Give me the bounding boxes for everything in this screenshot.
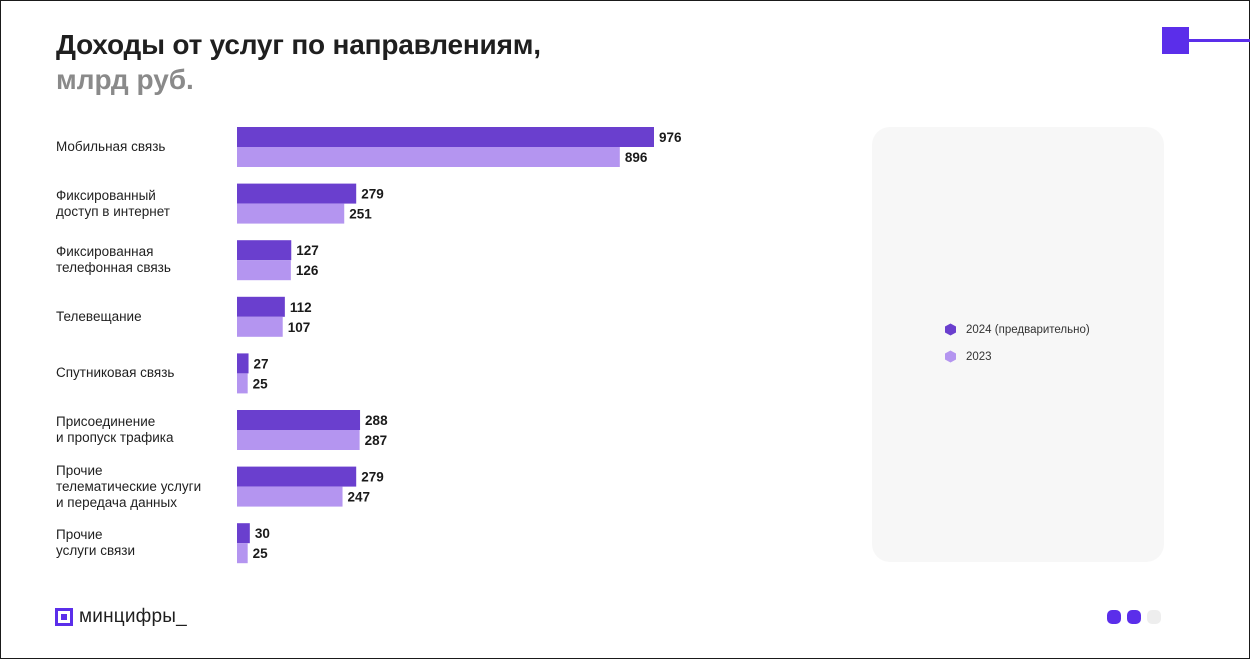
bar-2024	[237, 127, 654, 147]
category-label: Прочие телематические услуги и передача …	[56, 462, 202, 510]
bar-2024	[237, 466, 357, 487]
data-label-2024: 976	[659, 130, 682, 145]
category-label: Фиксированный доступ в интернет	[56, 187, 170, 219]
bar-2023	[237, 147, 620, 167]
category-label: Фиксированная телефонная связь	[56, 244, 171, 276]
chart-subtitle: млрд руб.	[56, 64, 194, 95]
category-labels: Мобильная связь Фиксированный доступ в ин…	[56, 0, 236, 659]
hexagon-icon	[945, 350, 956, 363]
bar-chart: 976 896 279 251 127 126 112 107 27 25 288 287 279 247…	[237, 127, 682, 564]
bar-2023	[237, 203, 345, 224]
mintsifry-logo: минцифры_	[55, 606, 187, 628]
legend-panel: 2024 (предварительно) 2023	[872, 127, 1164, 562]
data-label-2024: 279	[361, 187, 384, 202]
bar-2023	[237, 316, 283, 337]
data-label-2024: 288	[365, 413, 388, 428]
legend-label-2024: 2024 (предварительно)	[966, 323, 1090, 336]
data-label-2023: 25	[253, 376, 269, 391]
logo-text: минцифры_	[79, 606, 187, 627]
data-label-2024: 30	[255, 526, 270, 541]
data-label-2023: 126	[296, 263, 319, 278]
category-label: Мобильная связь	[56, 139, 166, 154]
legend-item-2023: 2023	[944, 350, 992, 363]
category-label: Спутниковая связь	[56, 365, 175, 381]
title-block: Доходы от услуг по направлениям, млрд ру…	[56, 28, 541, 97]
legend-label-2023: 2023	[966, 350, 992, 363]
bar-2024	[237, 353, 249, 374]
bar-2024	[237, 240, 292, 261]
pager-dot[interactable]	[1147, 610, 1161, 624]
data-label-2024: 279	[361, 470, 384, 485]
data-label-2023: 896	[625, 150, 648, 165]
bar-2023	[237, 260, 291, 281]
bar-2024	[237, 296, 285, 317]
pager-dot[interactable]	[1127, 610, 1141, 624]
accent-line-decoration	[1189, 39, 1250, 42]
bar-2023	[237, 543, 248, 564]
data-label-2023: 247	[348, 490, 371, 505]
data-label-2024: 112	[290, 300, 312, 315]
data-label-2023: 25	[253, 546, 269, 561]
data-label-2024: 27	[254, 356, 269, 371]
bar-2023	[237, 486, 343, 507]
accent-square-decoration	[1162, 27, 1189, 54]
mintsifry-logo-icon	[55, 608, 73, 626]
legend-item-2024: 2024 (предварительно)	[944, 323, 1090, 336]
bar-2024	[237, 410, 361, 430]
pager-dot[interactable]	[1107, 610, 1121, 624]
bar-2023	[237, 430, 360, 450]
hexagon-icon	[945, 323, 956, 336]
category-label: Присоединение и пропуск трафика	[56, 414, 174, 445]
data-label-2023: 287	[365, 433, 388, 448]
data-label-2024: 127	[296, 243, 319, 258]
category-label: Телевещание	[56, 308, 142, 324]
chart-title: Доходы от услуг по направлениям,	[56, 29, 541, 60]
bar-2024	[237, 523, 250, 544]
data-label-2023: 107	[288, 320, 311, 335]
slide-pager	[1107, 610, 1167, 624]
category-label: Прочие услуги связи	[56, 527, 136, 559]
bar-2023	[237, 373, 248, 394]
data-label-2023: 251	[349, 207, 372, 222]
bar-2024	[237, 183, 357, 204]
